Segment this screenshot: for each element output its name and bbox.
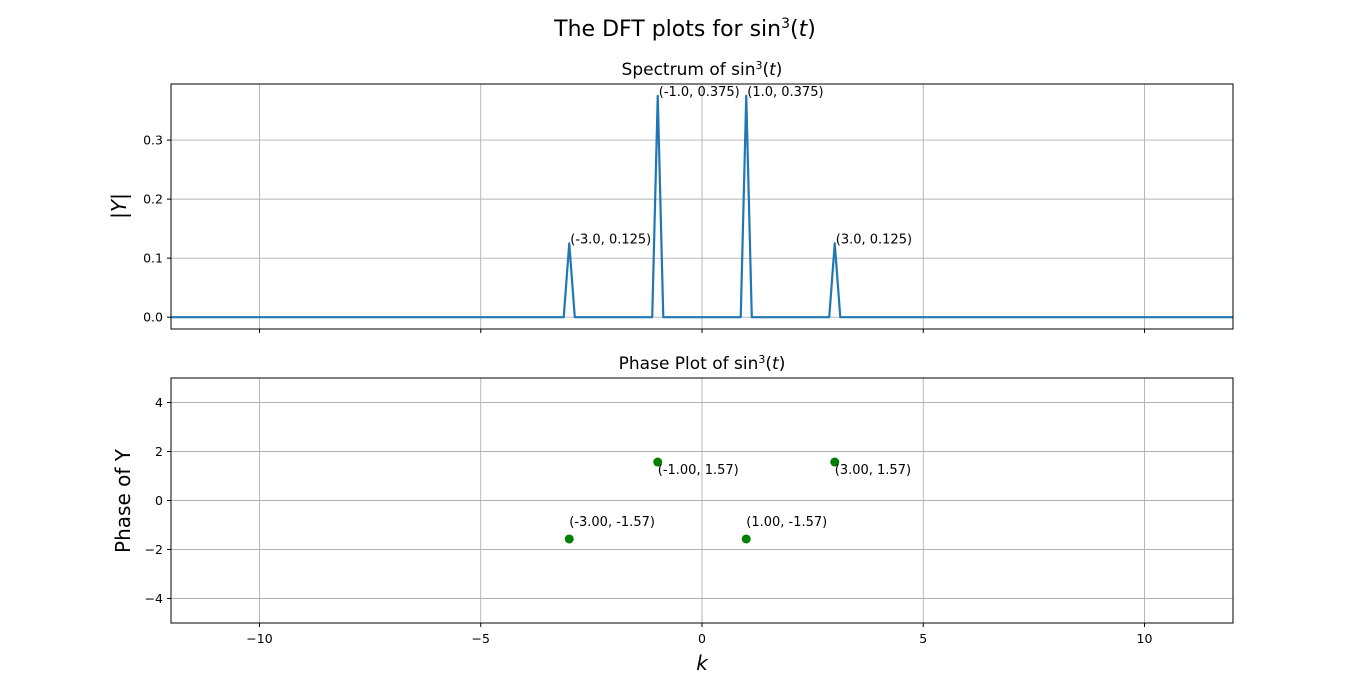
spectrum-ytick-label: 0.2 xyxy=(143,192,163,207)
spectrum-peak-annotation: (3.0, 0.125) xyxy=(836,232,912,247)
spectrum-panel: Spectrum of sin3(t) 0.0 0.1 0.2 0.3 (-3.0, … xyxy=(107,59,1234,333)
spectrum-peak-annotation: (-1.0, 0.375) xyxy=(659,85,740,100)
phase-ytick-label: 2 xyxy=(155,444,163,459)
phase-xtick-label: 10 xyxy=(1137,631,1153,646)
phase-axes-frame xyxy=(170,377,1234,624)
spectrum-ytick-label: 0.3 xyxy=(143,133,163,148)
spectrum-peak-annotation: (-3.0, 0.125) xyxy=(570,232,651,247)
phase-point-annotation: (-1.00, 1.57) xyxy=(658,463,739,478)
figure-suptitle: The DFT plots for sin3(t) xyxy=(553,16,816,42)
phase-ylabel: Phase of Y xyxy=(111,448,135,553)
phase-ytick-label: 0 xyxy=(155,493,163,508)
phase-point-annotation: (1.00, -1.57) xyxy=(746,515,827,530)
spectrum-title: Spectrum of sin3(t) xyxy=(622,59,783,81)
phase-ytick-label: −4 xyxy=(145,591,163,606)
phase-point-annotation: (3.00, 1.57) xyxy=(835,463,911,478)
phase-xtick-label: −10 xyxy=(246,631,272,646)
phase-panel: Phase Plot of sin3(t) −10 −5 0 5 10 −4 −2 0 2 4 (… xyxy=(111,353,1234,675)
phase-xlabel: k xyxy=(696,651,709,675)
phase-ytick-label: 4 xyxy=(155,395,163,410)
spectrum-axes-frame xyxy=(170,83,1234,330)
spectrum-ytick-label: 0.0 xyxy=(143,310,163,325)
phase-ytick-label: −2 xyxy=(145,542,163,557)
spectrum-line xyxy=(171,94,1233,319)
phase-xtick-label: 0 xyxy=(698,631,706,646)
phase-point xyxy=(830,457,840,467)
phase-xtick-label: −5 xyxy=(472,631,490,646)
phase-xtick-label: 5 xyxy=(919,631,927,646)
spectrum-ylabel: |Y| xyxy=(107,193,131,219)
phase-title: Phase Plot of sin3(t) xyxy=(619,353,786,375)
phase-point xyxy=(653,457,663,467)
phase-point-annotation: (-3.00, -1.57) xyxy=(569,515,655,530)
phase-point xyxy=(564,534,574,544)
spectrum-peak-annotation: (1.0, 0.375) xyxy=(747,85,823,100)
spectrum-ytick-label: 0.1 xyxy=(143,251,163,266)
phase-point xyxy=(741,534,751,544)
